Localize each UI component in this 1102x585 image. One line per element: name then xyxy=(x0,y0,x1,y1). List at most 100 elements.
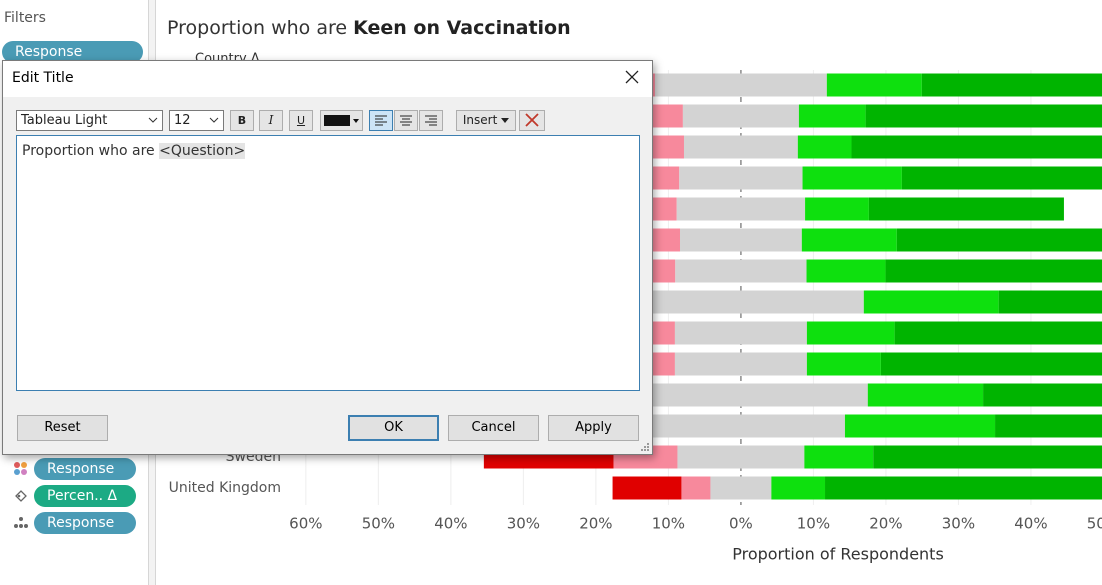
bar-segment xyxy=(677,445,805,469)
filters-title: Filters xyxy=(4,10,46,26)
marks-pill[interactable]: Percen.. Δ xyxy=(34,485,136,507)
font-select[interactable]: Tableau Light xyxy=(16,110,163,131)
bar-segment xyxy=(710,476,772,500)
x-tick-label: 30% xyxy=(942,515,975,533)
close-button[interactable] xyxy=(624,69,640,85)
row-label: United Kingdom xyxy=(169,480,281,496)
bars xyxy=(338,73,1102,500)
align-icon xyxy=(425,115,437,126)
italic-button[interactable]: I xyxy=(259,110,283,131)
bar-segment xyxy=(806,259,886,283)
bar-segment xyxy=(797,135,852,159)
align-icon xyxy=(400,115,412,126)
chevron xyxy=(209,117,219,123)
ok-button[interactable]: OK xyxy=(348,415,439,441)
bar-segment xyxy=(683,135,798,159)
bar-segment xyxy=(802,166,902,190)
title-editor[interactable]: Proportion who are <Question> xyxy=(16,135,640,391)
bar-segment xyxy=(901,166,1102,190)
bar-segment xyxy=(806,321,895,345)
bar-segment xyxy=(612,476,682,500)
label-icon xyxy=(15,490,27,502)
bar-segment xyxy=(826,73,922,97)
color-button[interactable] xyxy=(320,110,363,131)
bold-button[interactable]: B xyxy=(230,110,254,131)
x-tick-label: 40% xyxy=(1014,515,1047,533)
align-icon xyxy=(375,115,387,126)
clear-button[interactable] xyxy=(519,110,545,131)
color-swatch xyxy=(324,115,359,126)
x-tick-label: 40% xyxy=(434,515,467,533)
underline-button[interactable]: U xyxy=(289,110,313,131)
x-tick-label: 30% xyxy=(507,515,540,533)
x-tick-label: 10% xyxy=(797,515,830,533)
x-tick-label: 10% xyxy=(652,515,685,533)
x-tick-label: 60% xyxy=(289,515,322,533)
bar-segment xyxy=(674,352,807,376)
filter-pill[interactable]: Response xyxy=(2,41,143,63)
edit-title-dialog: Edit Title Tableau Light 12 B I U Insert… xyxy=(2,60,653,455)
bar-segment xyxy=(636,414,845,438)
align-right[interactable] xyxy=(419,110,443,131)
editor-field: <Question> xyxy=(159,143,246,159)
title-emphasis: Keen on Vaccination xyxy=(353,17,571,39)
bar-segment xyxy=(896,228,1102,252)
detail-icon xyxy=(14,517,28,528)
x-tick-label: 0% xyxy=(729,515,753,533)
chevron xyxy=(148,117,158,123)
bar-segment xyxy=(805,197,869,221)
bar-segment xyxy=(983,383,1102,407)
x-axis-title: Proportion of Respondents xyxy=(732,545,944,564)
bar-segment xyxy=(679,166,803,190)
x-tick-label: 20% xyxy=(579,515,612,533)
chevron xyxy=(501,118,510,123)
x-tick-label: 50% xyxy=(362,515,395,533)
align-center[interactable] xyxy=(394,110,418,131)
bar-segment xyxy=(825,476,1102,500)
resize-grip xyxy=(641,443,649,451)
cancel-button[interactable]: Cancel xyxy=(448,415,539,441)
bar-segment xyxy=(844,414,996,438)
bar-segment xyxy=(654,73,827,97)
bar-segment xyxy=(894,321,1102,345)
x-tick-label: 20% xyxy=(869,515,902,533)
bar-segment xyxy=(873,445,1102,469)
bar-segment xyxy=(614,383,868,407)
clear-icon xyxy=(525,113,539,127)
align-left[interactable] xyxy=(369,110,393,131)
bar-segment xyxy=(675,259,807,283)
bar-segment xyxy=(798,104,866,128)
insert-label: Insert xyxy=(462,113,498,127)
editor-text: Proportion who are xyxy=(22,143,160,159)
title-bar: Edit Title xyxy=(3,61,652,97)
bar-segment xyxy=(868,197,1064,221)
bar-segment xyxy=(679,228,802,252)
bar-segment xyxy=(681,476,711,500)
x-tick-label: 50% xyxy=(1087,515,1102,533)
bar-segment xyxy=(921,73,1102,97)
bar-segment xyxy=(676,197,806,221)
font-name: Tableau Light xyxy=(21,113,108,128)
reset-button[interactable]: Reset xyxy=(17,415,108,441)
dialog-title: Edit Title xyxy=(12,70,74,86)
insert-button[interactable]: Insert xyxy=(456,110,516,131)
color-icon xyxy=(14,462,27,475)
size-select[interactable]: 12 xyxy=(169,110,224,131)
bar-segment xyxy=(995,414,1102,438)
bar-segment xyxy=(851,135,1102,159)
title-prefix: Proportion who are xyxy=(167,17,353,39)
chart-title: Proportion who are Keen on Vaccination xyxy=(167,17,571,39)
apply-button[interactable]: Apply xyxy=(548,415,639,441)
bar-segment xyxy=(618,290,864,314)
marks-pill[interactable]: Response xyxy=(34,512,136,534)
font-size: 12 xyxy=(174,113,191,128)
bar-segment xyxy=(804,445,874,469)
bar-segment xyxy=(682,104,799,128)
bar-segment xyxy=(801,228,897,252)
bar-segment xyxy=(867,383,984,407)
marks-pill[interactable]: Response xyxy=(34,458,136,480)
bar-segment xyxy=(806,352,881,376)
bar-segment xyxy=(771,476,826,500)
